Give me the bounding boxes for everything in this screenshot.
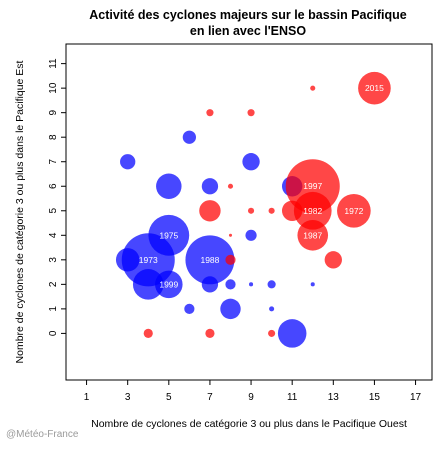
x-tick-label-7: 7 bbox=[207, 392, 213, 403]
bubble-label-2015: 2015 bbox=[365, 83, 384, 93]
bubble-label-1975: 1975 bbox=[159, 230, 178, 240]
chart-title: Activité des cyclones majeurs sur le bas… bbox=[89, 8, 407, 38]
bubble-blue-7-3 bbox=[185, 235, 235, 285]
x-tick-label-3: 3 bbox=[125, 392, 131, 403]
bubble-red-10-0 bbox=[268, 329, 276, 337]
y-tick-label-5: 5 bbox=[48, 208, 59, 214]
bubble-red-8-3 bbox=[225, 254, 236, 265]
x-tick-label-13: 13 bbox=[328, 392, 340, 403]
bubble-red-15-10 bbox=[358, 71, 391, 105]
x-axis: 1 3 5 7 9 11 13 15 17 bbox=[84, 380, 422, 403]
y-tick-label-7: 7 bbox=[48, 159, 59, 165]
bubble-label-1973: 1973 bbox=[139, 255, 158, 265]
x-tick-label-15: 15 bbox=[369, 392, 381, 403]
bubble-label-1972: 1972 bbox=[344, 206, 363, 216]
bubble-blue-7-6 bbox=[201, 178, 219, 195]
bubble-red-12-4 bbox=[297, 219, 329, 251]
y-axis: 0 1 2 3 4 5 6 7 8 9 10 11 bbox=[48, 58, 66, 336]
chart-title-line-1: Activité des cyclones majeurs sur le bas… bbox=[89, 8, 407, 22]
x-tick-label-1: 1 bbox=[84, 392, 90, 403]
bubble-blue-6-8 bbox=[182, 130, 197, 144]
bubble-blue-3-7 bbox=[120, 154, 136, 170]
bubble-label-1997: 1997 bbox=[303, 181, 322, 191]
x-axis-label: Nombre de cyclones de catégorie 3 ou plu… bbox=[91, 418, 407, 430]
bubble-label-1987: 1987 bbox=[303, 230, 322, 240]
y-tick-label-2: 2 bbox=[48, 281, 59, 287]
y-tick-label-3: 3 bbox=[48, 257, 59, 263]
bubble-red-10-5 bbox=[268, 207, 275, 214]
y-tick-label-11: 11 bbox=[48, 58, 59, 69]
bubble-blue-9-2 bbox=[249, 282, 254, 287]
bubble-label-1982: 1982 bbox=[303, 206, 322, 216]
bubble-red-7-0 bbox=[205, 328, 215, 338]
y-axis-label: Nombre de cyclones de catégorie 3 ou plu… bbox=[14, 60, 26, 363]
bubble-blue-12-2 bbox=[310, 282, 315, 287]
bubble-red-7-5 bbox=[199, 200, 221, 222]
bubble-blue-9-4 bbox=[245, 229, 257, 241]
bubble-red-9-9 bbox=[247, 109, 255, 117]
bubble-red-8-4 bbox=[228, 233, 233, 237]
y-tick-label-0: 0 bbox=[48, 330, 59, 336]
y-tick-label-9: 9 bbox=[48, 109, 59, 115]
x-tick-label-5: 5 bbox=[166, 392, 172, 403]
bubbles-layer: 2015 1997 1982 1972 1975 1987 1973 1988 1999 bbox=[115, 71, 391, 348]
y-tick-label-6: 6 bbox=[48, 183, 59, 189]
bubble-blue-8-1 bbox=[220, 298, 241, 320]
bubble-label-1999: 1999 bbox=[159, 279, 178, 289]
x-tick-label-17: 17 bbox=[410, 392, 422, 403]
y-tick-label-1: 1 bbox=[48, 306, 59, 312]
bubble-blue-9-7 bbox=[242, 153, 260, 171]
bubble-blue-8-2 bbox=[225, 279, 236, 290]
chart-title-line-2: en lien avec l'ENSO bbox=[190, 24, 306, 38]
y-tick-label-10: 10 bbox=[48, 82, 59, 94]
bubble-blue-10-2 bbox=[267, 280, 276, 289]
y-tick-label-4: 4 bbox=[48, 232, 59, 238]
bubble-red-4-0 bbox=[143, 328, 153, 338]
bubble-label-1988: 1988 bbox=[200, 255, 219, 265]
bubble-red-8-6 bbox=[227, 183, 234, 189]
bubble-red-12-10 bbox=[310, 85, 316, 91]
bubble-blue-5-2 bbox=[155, 270, 183, 299]
bubble-blue-4-2 bbox=[132, 269, 164, 300]
y-tick-label-8: 8 bbox=[48, 134, 59, 140]
bubble-blue-10-1 bbox=[269, 306, 275, 312]
bubble-blue-5-6 bbox=[156, 173, 182, 199]
bubble-red-13-3 bbox=[324, 251, 342, 269]
bubble-blue-6-1 bbox=[184, 303, 195, 314]
bubble-red-14-5 bbox=[337, 193, 371, 228]
plot-frame bbox=[65, 43, 433, 381]
bubble-red-12-5 bbox=[293, 191, 332, 230]
x-tick-label-11: 11 bbox=[287, 392, 298, 403]
bubble-blue-7-2 bbox=[201, 276, 219, 293]
credit-text: @Météo-France bbox=[6, 429, 79, 440]
bubble-red-9-5 bbox=[247, 207, 255, 214]
x-tick-label-9: 9 bbox=[248, 392, 254, 403]
bubble-red-7-9 bbox=[206, 109, 214, 117]
bubble-blue-11-0 bbox=[277, 319, 307, 348]
